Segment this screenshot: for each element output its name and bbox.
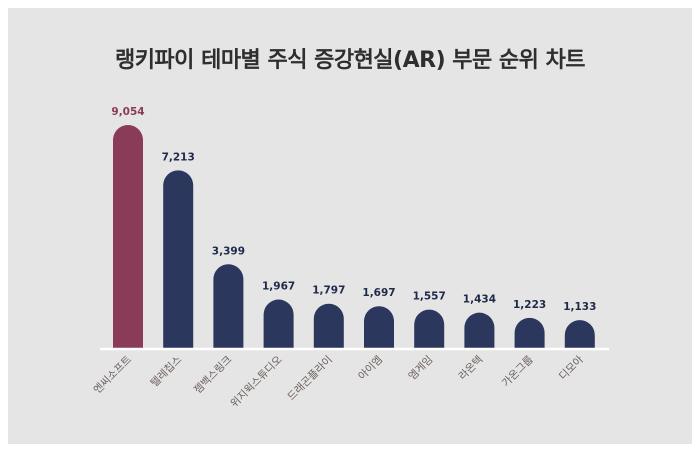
data-label: 1,797 [312,285,345,297]
data-label: 9,054 [111,106,144,118]
data-label: 3,399 [212,245,245,257]
data-label: 1,223 [513,299,546,311]
category-label: 아이엠 [356,354,385,383]
category-label: 엔씨소프트 [91,353,134,396]
bar [364,306,394,348]
data-label: 1,697 [362,287,395,299]
category-label: 텔레칩스 [149,353,185,389]
chart-title: 랭키파이 테마별 주식 증강현실(AR) 부문 순위 차트 [114,48,586,73]
bar [163,170,194,348]
bar [414,309,445,348]
data-label: 1,133 [563,301,596,313]
category-label: 디모아 [557,353,586,382]
data-label: 7,213 [162,151,195,163]
bar [263,299,294,348]
category-label: 위지윅스튜디오 [228,353,285,410]
bar [213,264,244,348]
category-label: 드래곤플라이 [285,354,334,403]
bar [564,320,595,348]
bar [113,125,143,348]
category-label: 라온텍 [457,354,486,383]
category-label: 엠게임 [406,353,436,383]
data-label: 1,434 [463,294,496,306]
bar [313,303,344,348]
category-label: 가온그룹 [500,353,536,389]
data-label: 1,967 [262,281,295,293]
data-label: 1,557 [413,291,446,303]
bar [514,317,545,348]
category-label: 젬백스링크 [192,353,235,396]
bar [464,312,495,348]
